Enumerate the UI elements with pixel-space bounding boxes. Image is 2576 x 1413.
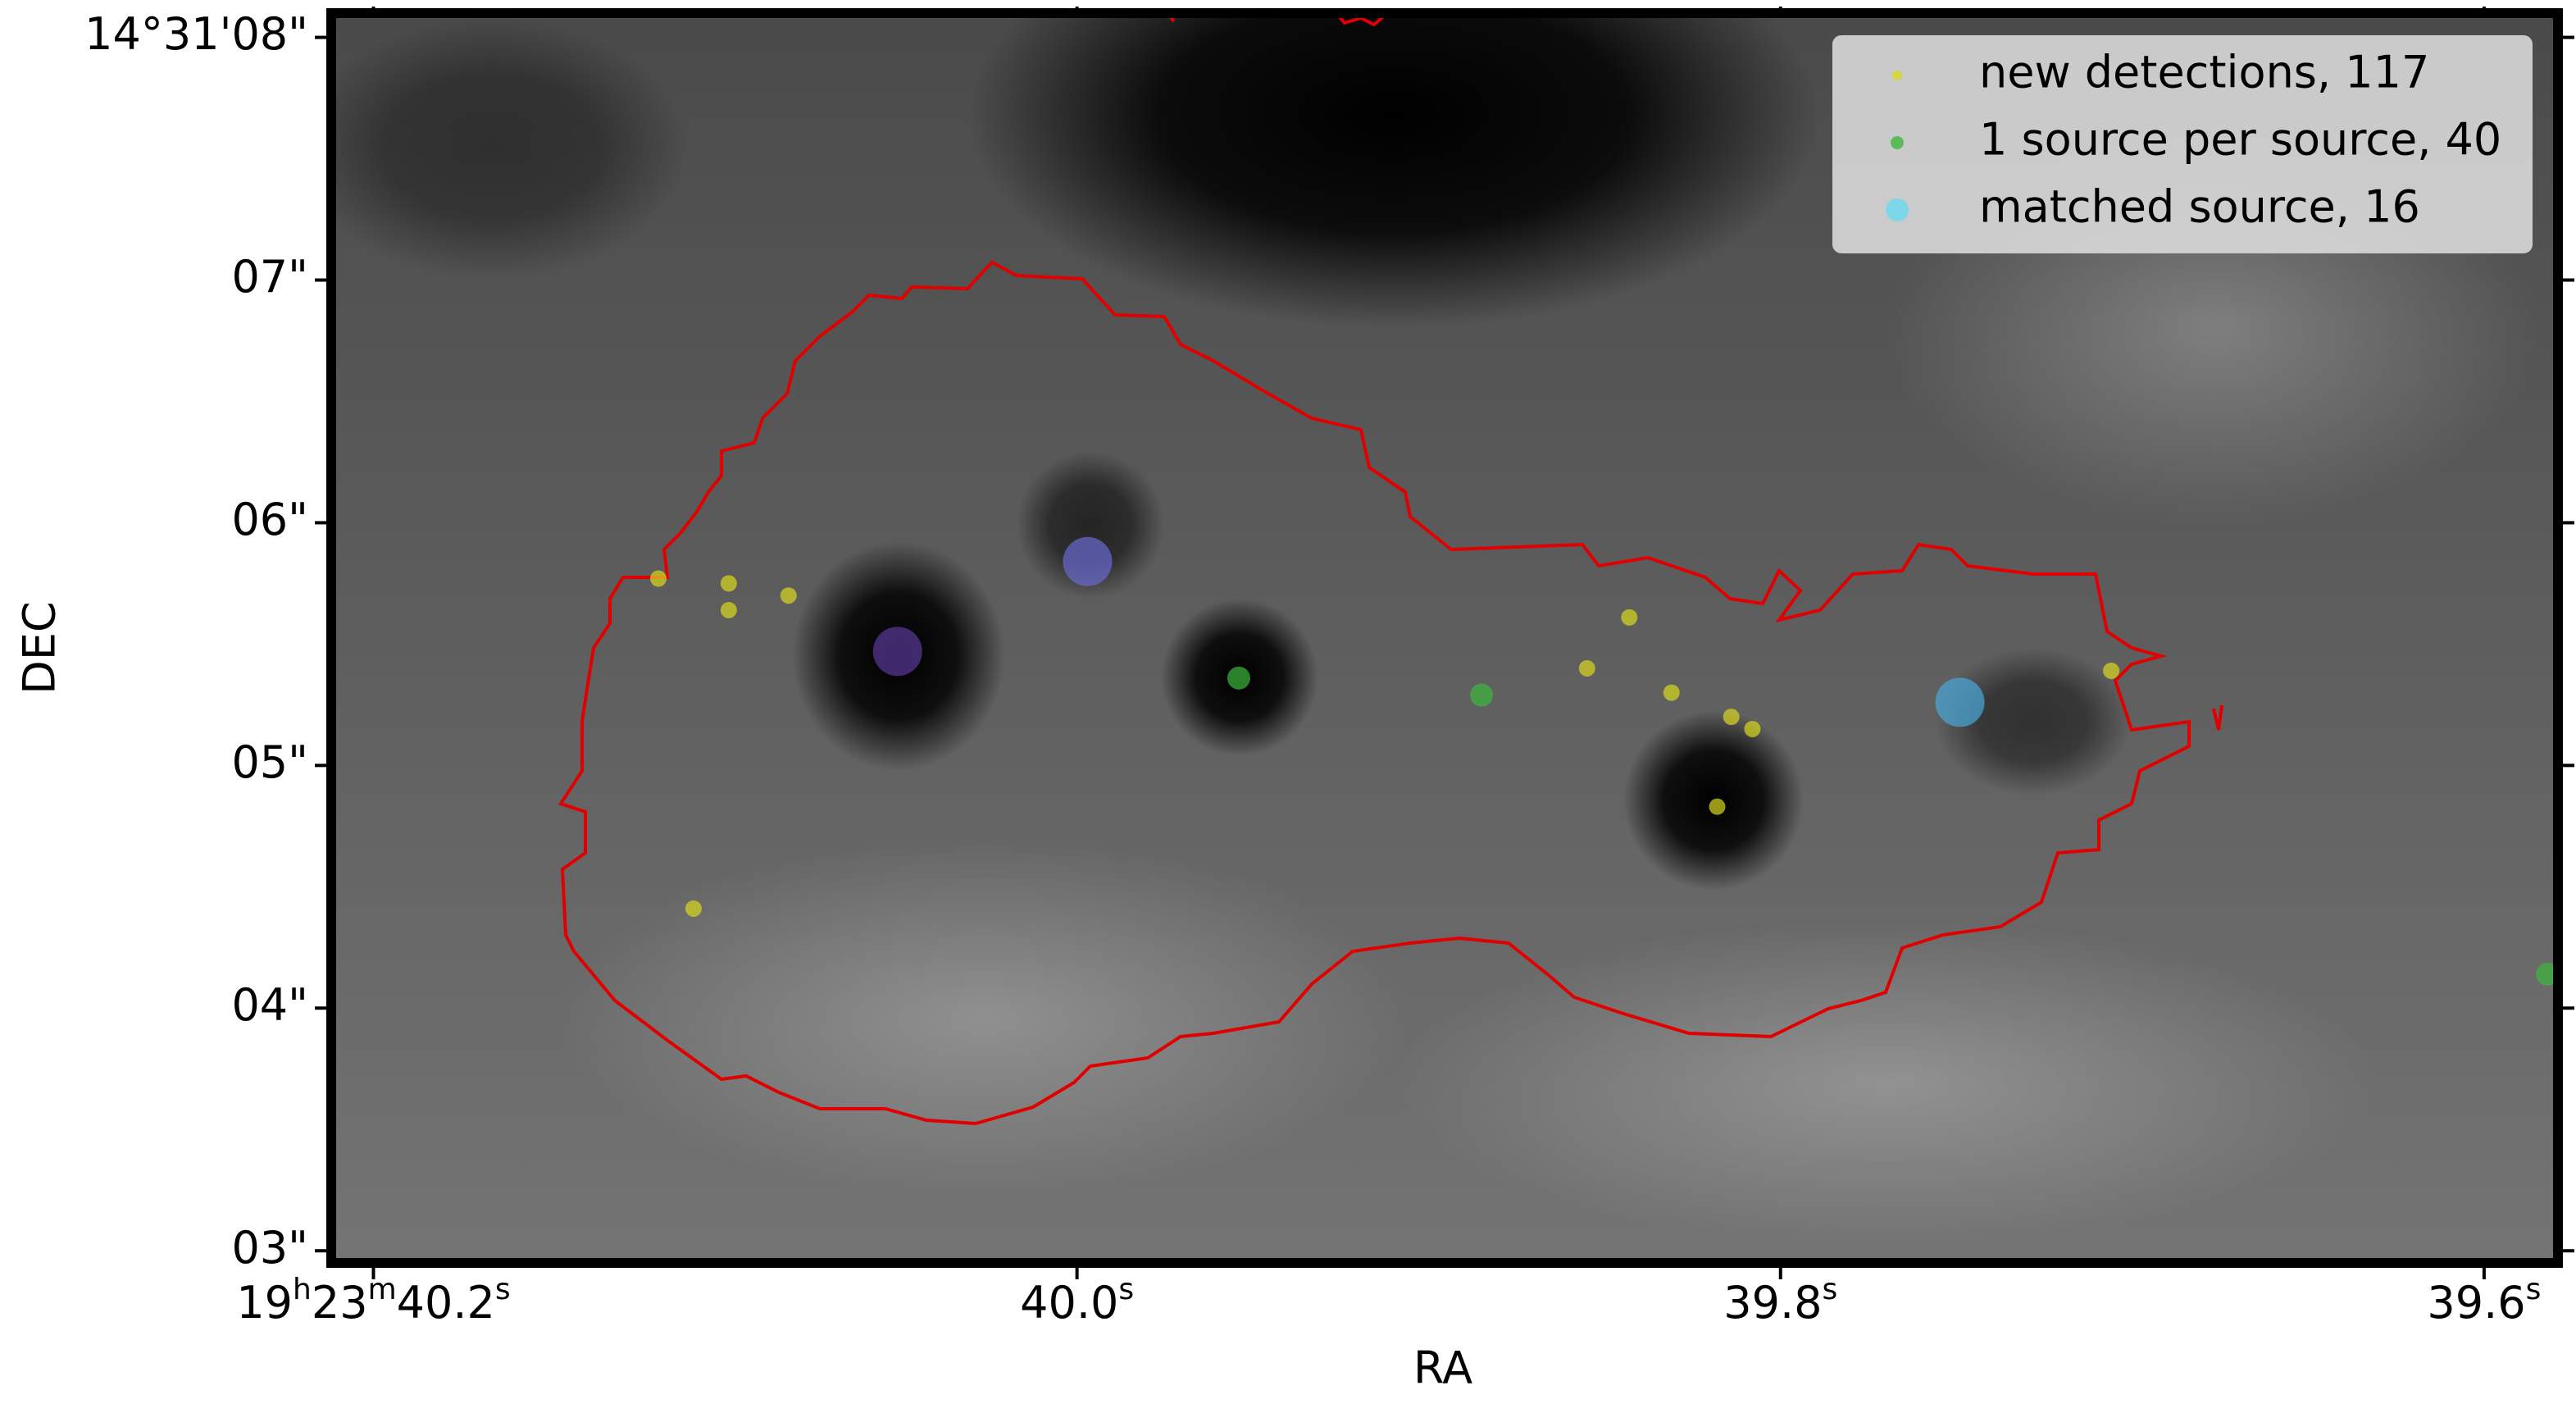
legend-box bbox=[1832, 35, 2533, 253]
data-point bbox=[1709, 798, 1726, 815]
axes-frame bbox=[326, 8, 2563, 1268]
tick-label-part: h bbox=[293, 1273, 312, 1306]
light-region bbox=[1394, 918, 2378, 1247]
y-tick-label: 07" bbox=[231, 251, 308, 303]
data-point bbox=[650, 570, 667, 587]
data-point bbox=[780, 587, 797, 604]
data-point bbox=[720, 601, 737, 618]
tick-label-part: s bbox=[1822, 1273, 1837, 1306]
x-tick-label: 40.0s bbox=[1020, 1273, 1134, 1329]
legend: new detections, 117 1 source per source, … bbox=[1832, 35, 2533, 253]
light-region bbox=[558, 836, 1410, 1197]
y-tick-label: 03" bbox=[231, 1222, 308, 1274]
dark-blob bbox=[1017, 451, 1164, 599]
dark-region bbox=[331, 16, 689, 279]
tick-label-part: 39.8 bbox=[1723, 1277, 1822, 1329]
legend-marker bbox=[1892, 71, 1902, 80]
tick-label-part: 19 bbox=[236, 1277, 293, 1329]
x-tick-label: 39.8s bbox=[1723, 1273, 1837, 1329]
x-tick-label: 19h23m40.2s bbox=[236, 1273, 510, 1329]
dark-region bbox=[967, 13, 1820, 328]
tick-label-part: 39.6 bbox=[2427, 1277, 2525, 1329]
legend-marker bbox=[1891, 136, 1904, 149]
contour bbox=[558, 260, 2191, 1126]
dark-blob bbox=[1935, 648, 2132, 795]
data-point bbox=[1663, 684, 1680, 701]
data-point bbox=[1227, 666, 1250, 690]
data-point bbox=[1063, 536, 1113, 586]
data-point bbox=[685, 900, 702, 917]
data-point bbox=[720, 575, 737, 592]
markers bbox=[650, 536, 2560, 986]
data-point bbox=[1935, 677, 1985, 727]
tick-label-part: 40.0 bbox=[1020, 1277, 1118, 1329]
data-point bbox=[2103, 662, 2120, 679]
y-axis-label: DEC bbox=[14, 601, 66, 694]
y-tick-label: 06" bbox=[231, 494, 308, 545]
data-point bbox=[872, 627, 922, 677]
x-axis-label: RA bbox=[1413, 1342, 1472, 1394]
tick-label-part: s bbox=[495, 1273, 511, 1306]
tick-label-part: m bbox=[368, 1273, 397, 1306]
legend-marker bbox=[1886, 198, 1909, 221]
tick-label-part: s bbox=[2526, 1273, 2542, 1306]
legend-label: 1 source per source, 40 bbox=[1979, 114, 2501, 166]
y-tick-label: 14°31'08" bbox=[84, 8, 308, 60]
tick-label-part: 23 bbox=[312, 1277, 368, 1329]
legend-label: new detections, 117 bbox=[1979, 47, 2429, 98]
data-point bbox=[1744, 720, 1761, 737]
tick-label-part: 40.2 bbox=[397, 1277, 495, 1329]
x-tick-label: 39.6s bbox=[2427, 1273, 2541, 1329]
y-tick-label: 05" bbox=[231, 736, 308, 788]
data-point bbox=[1621, 609, 1638, 626]
tick-label-part: s bbox=[1118, 1273, 1134, 1306]
data-point bbox=[1470, 683, 1494, 707]
data-point bbox=[1578, 659, 1595, 677]
y-tick-label: 04" bbox=[231, 979, 308, 1031]
data-point bbox=[1723, 709, 1740, 726]
legend-label: matched source, 16 bbox=[1979, 181, 2420, 233]
